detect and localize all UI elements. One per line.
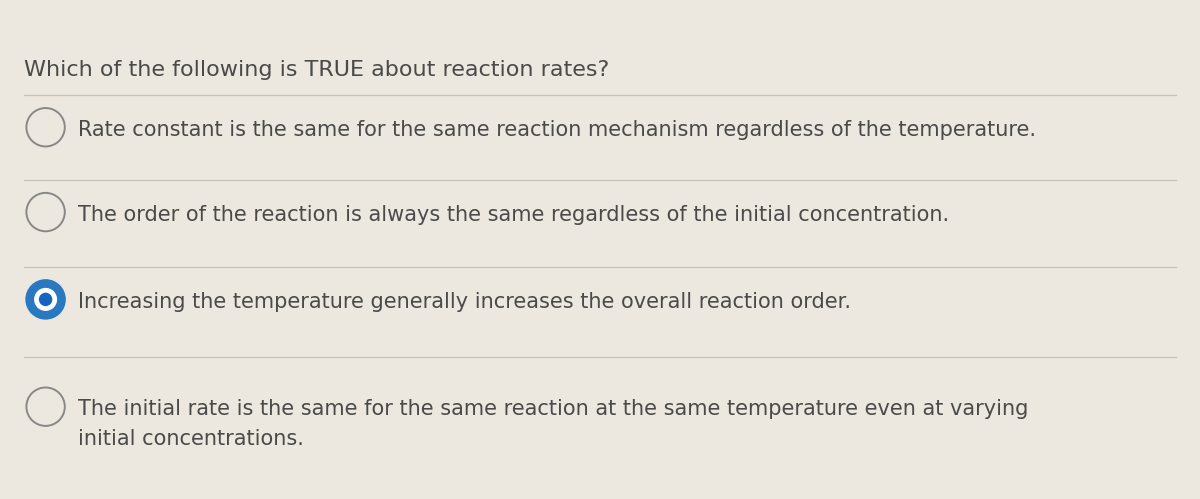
Text: Increasing the temperature generally increases the overall reaction order.: Increasing the temperature generally inc…	[78, 292, 851, 312]
Text: The order of the reaction is always the same regardless of the initial concentra: The order of the reaction is always the …	[78, 205, 949, 225]
Ellipse shape	[38, 293, 53, 306]
Text: The initial rate is the same for the same reaction at the same temperature even : The initial rate is the same for the sam…	[78, 399, 1028, 449]
Text: Which of the following is TRUE about reaction rates?: Which of the following is TRUE about rea…	[24, 60, 610, 80]
Text: Rate constant is the same for the same reaction mechanism regardless of the temp: Rate constant is the same for the same r…	[78, 120, 1036, 140]
Ellipse shape	[34, 288, 58, 311]
Ellipse shape	[26, 280, 65, 318]
